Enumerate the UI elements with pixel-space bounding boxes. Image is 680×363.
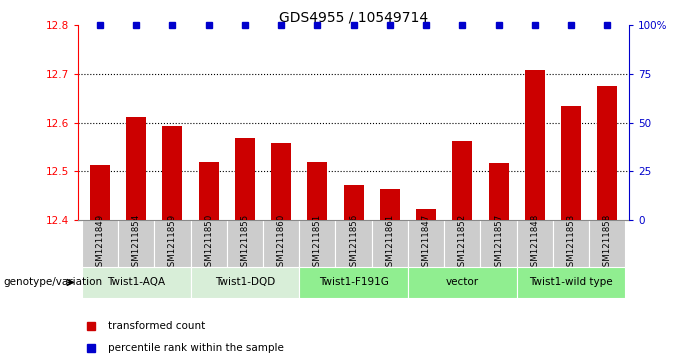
Text: GSM1211860: GSM1211860 [277,214,286,272]
Text: transformed count: transformed count [109,321,206,331]
Bar [489,163,509,220]
Bar [517,220,553,267]
Bar [299,220,335,267]
Bar [597,86,617,220]
Bar [154,220,190,267]
Bar [299,267,408,298]
Text: GSM1211851: GSM1211851 [313,214,322,272]
Text: Twist1-wild type: Twist1-wild type [529,277,613,287]
Text: genotype/variation: genotype/variation [3,277,103,287]
Text: GSM1211855: GSM1211855 [241,214,250,272]
Bar [525,70,545,220]
Bar [226,220,263,267]
Bar [335,220,372,267]
Text: GSM1211861: GSM1211861 [386,214,394,272]
Text: GSM1211848: GSM1211848 [530,214,539,272]
Bar [380,189,400,220]
Text: Twist1-F191G: Twist1-F191G [319,277,388,287]
Text: GSM1211856: GSM1211856 [349,214,358,272]
Bar [561,106,581,220]
Text: GSM1211852: GSM1211852 [458,214,466,272]
Text: GSM1211858: GSM1211858 [602,214,612,272]
Bar [343,185,364,220]
Bar [163,126,182,220]
Bar [190,267,299,298]
Text: GSM1211854: GSM1211854 [132,214,141,272]
Bar [452,140,473,220]
Bar [416,209,436,220]
Bar [408,220,444,267]
Bar [235,138,255,220]
Bar [82,220,118,267]
Bar [82,267,190,298]
Text: GSM1211849: GSM1211849 [95,214,105,272]
Bar [190,220,226,267]
Text: vector: vector [446,277,479,287]
Bar [126,117,146,220]
Bar [408,267,517,298]
Text: Twist1-AQA: Twist1-AQA [107,277,165,287]
Title: GDS4955 / 10549714: GDS4955 / 10549714 [279,10,428,24]
Bar [263,220,299,267]
Bar [90,165,110,220]
Bar [444,220,481,267]
Bar [307,162,327,220]
Text: GSM1211859: GSM1211859 [168,214,177,272]
Bar [199,162,218,220]
Bar [553,220,589,267]
Bar [271,143,291,220]
Text: GSM1211857: GSM1211857 [494,214,503,272]
Text: percentile rank within the sample: percentile rank within the sample [109,343,284,353]
Bar [589,220,626,267]
Text: GSM1211853: GSM1211853 [566,214,575,272]
Bar [517,267,626,298]
Text: Twist1-DQD: Twist1-DQD [215,277,275,287]
Bar [372,220,408,267]
Text: GSM1211850: GSM1211850 [204,214,213,272]
Bar [481,220,517,267]
Text: GSM1211847: GSM1211847 [422,214,430,272]
Bar [118,220,154,267]
